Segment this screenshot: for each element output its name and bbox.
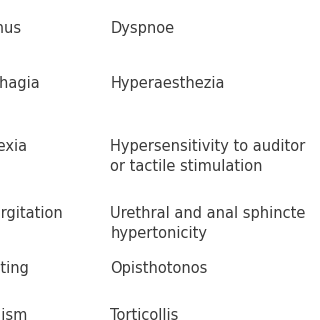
Text: ralism: ralism (0, 308, 28, 320)
Text: Torticollis: Torticollis (110, 308, 179, 320)
Text: gurgitation: gurgitation (0, 206, 63, 221)
Text: Hypersensitivity to auditor
or tactile stimulation: Hypersensitivity to auditor or tactile s… (110, 139, 306, 174)
Text: Urethral and anal sphincte
hypertonicity: Urethral and anal sphincte hypertonicity (110, 206, 306, 241)
Text: Opisthotonos: Opisthotonos (110, 261, 208, 276)
Text: miting: miting (0, 261, 29, 276)
Text: sphagia: sphagia (0, 76, 40, 91)
Text: orexia: orexia (0, 139, 28, 154)
Text: Hyperaesthezia: Hyperaesthezia (110, 76, 225, 91)
Text: smus: smus (0, 21, 21, 36)
Text: Dyspnoe: Dyspnoe (110, 21, 174, 36)
